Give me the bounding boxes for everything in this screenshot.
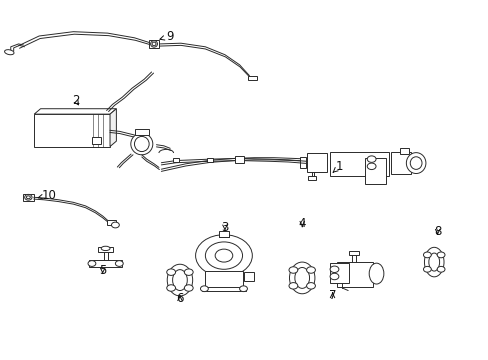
Text: 5: 5 — [99, 264, 106, 277]
Bar — [348, 251, 359, 255]
Ellipse shape — [424, 247, 443, 277]
Bar — [98, 247, 113, 252]
Ellipse shape — [428, 253, 439, 271]
Circle shape — [200, 286, 208, 292]
Text: 10: 10 — [38, 189, 56, 202]
Ellipse shape — [134, 136, 149, 152]
Circle shape — [288, 267, 297, 273]
Circle shape — [205, 242, 242, 269]
Circle shape — [306, 267, 315, 273]
Ellipse shape — [289, 262, 314, 294]
Circle shape — [195, 235, 252, 276]
Bar — [329, 152, 388, 176]
Ellipse shape — [4, 50, 14, 55]
Bar — [219, 231, 228, 237]
Circle shape — [166, 269, 175, 275]
Bar — [23, 194, 34, 201]
Circle shape — [215, 249, 232, 262]
Bar — [135, 129, 148, 135]
Circle shape — [166, 285, 175, 291]
Bar — [247, 76, 256, 80]
Text: 3: 3 — [221, 221, 228, 234]
Bar — [235, 156, 244, 163]
Bar — [329, 263, 348, 283]
Ellipse shape — [101, 246, 110, 251]
Ellipse shape — [172, 270, 187, 291]
Circle shape — [306, 283, 315, 289]
Circle shape — [184, 269, 193, 275]
Bar — [202, 287, 245, 291]
Bar — [336, 262, 373, 287]
Circle shape — [436, 252, 444, 258]
Bar — [400, 148, 408, 154]
Bar — [34, 114, 110, 147]
Bar — [300, 157, 305, 168]
Bar — [106, 220, 116, 225]
Text: 1: 1 — [332, 160, 343, 173]
Ellipse shape — [130, 133, 152, 155]
Text: 4: 4 — [298, 217, 305, 230]
Ellipse shape — [406, 153, 425, 174]
Circle shape — [329, 266, 338, 273]
Ellipse shape — [409, 157, 421, 169]
Ellipse shape — [368, 263, 383, 284]
Circle shape — [239, 286, 247, 292]
Circle shape — [423, 252, 430, 258]
Ellipse shape — [26, 196, 30, 199]
Text: 8: 8 — [433, 225, 441, 238]
Text: 9: 9 — [160, 30, 174, 42]
Bar — [173, 158, 179, 162]
Circle shape — [111, 222, 119, 228]
Bar — [364, 158, 386, 184]
Bar — [148, 40, 159, 48]
Circle shape — [115, 261, 123, 266]
Bar — [207, 158, 213, 162]
Ellipse shape — [150, 41, 157, 47]
Circle shape — [366, 156, 375, 162]
Circle shape — [366, 163, 375, 170]
Text: 2: 2 — [72, 94, 80, 107]
Bar — [307, 176, 316, 180]
Ellipse shape — [152, 42, 156, 46]
Circle shape — [436, 266, 444, 272]
Polygon shape — [34, 109, 116, 114]
Polygon shape — [110, 109, 116, 147]
Circle shape — [329, 273, 338, 280]
Circle shape — [184, 285, 193, 291]
Ellipse shape — [167, 264, 192, 296]
Bar — [244, 272, 254, 281]
Text: 7: 7 — [328, 289, 336, 302]
Bar — [92, 137, 101, 144]
Text: 6: 6 — [176, 292, 183, 305]
Ellipse shape — [24, 194, 32, 200]
Bar — [204, 271, 243, 289]
Ellipse shape — [294, 267, 309, 288]
Circle shape — [88, 261, 96, 266]
Circle shape — [288, 283, 297, 289]
Bar — [390, 152, 410, 174]
Bar — [89, 260, 122, 267]
Circle shape — [423, 266, 430, 272]
Bar — [306, 153, 326, 172]
